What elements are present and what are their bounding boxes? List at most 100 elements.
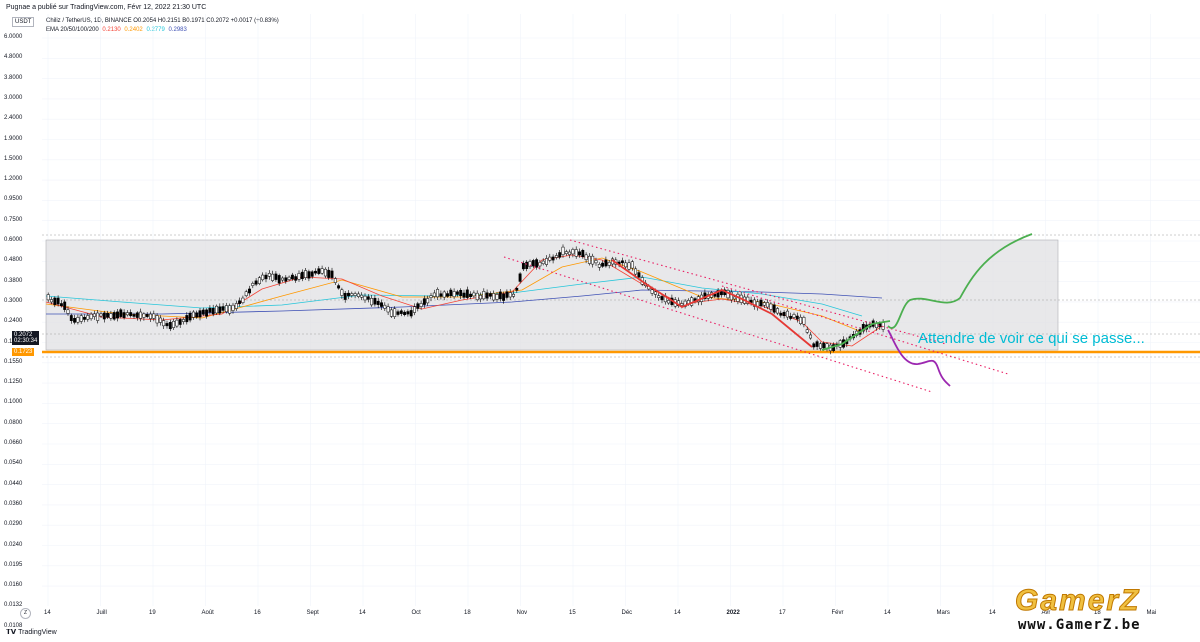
symbol-line: Chiliz / TetherUS, 1D, BINANCE O0.2054 H…	[46, 18, 279, 24]
candle-body	[861, 324, 865, 332]
candle-body	[83, 316, 86, 320]
candle-body	[366, 296, 370, 300]
candle-body	[86, 315, 90, 320]
candle-body	[620, 260, 624, 264]
candle-body	[564, 251, 568, 254]
candle-body	[419, 303, 423, 307]
price-label: 0.0360	[4, 500, 23, 507]
zoom-button[interactable]: Z	[20, 608, 31, 619]
candle-body	[594, 260, 598, 264]
time-label: Août	[201, 610, 214, 616]
candle-body	[132, 314, 136, 317]
candle-body	[300, 271, 304, 280]
candle-body	[198, 310, 202, 318]
candle-body	[762, 302, 766, 306]
candle-body	[254, 280, 258, 285]
candle-body	[63, 301, 67, 310]
time-label: 18	[1094, 610, 1101, 616]
candle-body	[50, 299, 53, 303]
time-label: Mars	[936, 610, 950, 616]
candle-body	[122, 312, 126, 318]
candle-body	[545, 258, 548, 265]
candle-body	[607, 261, 611, 266]
current-price-tag: 0.2072 02:30:34	[12, 331, 40, 345]
tradingview-logo-icon: 𝗧𝗩	[6, 629, 19, 636]
price-label: 0.3800	[4, 277, 23, 284]
candle-body	[76, 317, 80, 323]
candle-body	[485, 292, 489, 299]
candle-body	[795, 315, 799, 320]
candle-body	[521, 262, 525, 270]
candle-body	[284, 277, 288, 282]
time-label: 17	[779, 610, 786, 616]
candle-body	[518, 273, 522, 282]
price-label: 0.0540	[4, 460, 23, 467]
candle-body	[317, 268, 321, 274]
ema-value-200: 0.2983	[168, 27, 187, 33]
candle-body	[172, 321, 176, 328]
candle-body	[178, 319, 182, 325]
gamerz-url: www.GamerZ.be	[1018, 617, 1141, 633]
candle-body	[439, 293, 443, 297]
candle-body	[238, 300, 242, 304]
candle-body	[142, 313, 146, 318]
candle-body	[558, 252, 562, 258]
price-label: 0.0195	[4, 561, 23, 568]
candle-body	[145, 314, 149, 317]
red-zigzag-path	[611, 259, 813, 348]
candle-body	[733, 296, 737, 300]
range-box	[45, 239, 1059, 351]
candle-body	[799, 316, 803, 324]
candle-body	[713, 293, 717, 297]
price-chart[interactable]	[42, 14, 1200, 606]
time-label: 14	[884, 610, 891, 616]
candle-body	[571, 249, 575, 255]
candle-body	[281, 277, 284, 281]
candle-body	[462, 292, 466, 298]
candle-body	[429, 295, 433, 298]
channel-top-line	[569, 239, 947, 345]
candle-body	[515, 287, 519, 291]
price-label: 0.0290	[4, 521, 23, 528]
candle-body	[554, 255, 558, 258]
candle-body	[380, 302, 383, 307]
candle-body	[353, 293, 357, 296]
price-label: 3.8000	[4, 74, 23, 81]
candle-body	[822, 342, 826, 349]
candle-body	[248, 288, 251, 294]
tradingview-brand: 𝗧𝗩 TradingView	[6, 628, 57, 636]
candle-body	[766, 302, 770, 308]
ema-value-20: 0.2130	[102, 27, 121, 33]
candle-body	[165, 323, 169, 327]
candle-body	[772, 304, 776, 313]
candle-body	[789, 315, 793, 319]
candle-body	[102, 312, 106, 320]
candle-body	[502, 293, 506, 301]
candle-body	[125, 312, 129, 316]
candle-body	[73, 318, 77, 323]
candle-body	[201, 309, 205, 315]
time-axis[interactable]: 14 Juill 19 Août 16 Sept 14 Oct 18 Nov 15 Déc 14 2022…	[42, 606, 1200, 622]
price-label: 1.9000	[4, 135, 23, 142]
candle-body	[482, 291, 486, 300]
candle-body	[337, 285, 341, 289]
candle-body	[307, 271, 311, 279]
candle-body	[446, 293, 449, 297]
candle-body	[528, 261, 532, 267]
candle-body	[399, 310, 403, 314]
candle-body	[409, 310, 413, 317]
candle-body	[779, 312, 783, 316]
bullish-projection-path	[887, 233, 1033, 329]
time-label: 14	[674, 610, 681, 616]
price-axis[interactable]: 6.0000 4.8000 3.8000 3.0000 2.4000 1.9000 1.50…	[0, 14, 42, 629]
candle-body	[211, 308, 215, 315]
candle-body	[267, 273, 271, 277]
bar-countdown: 02:30:34	[14, 338, 38, 344]
candle-body	[459, 289, 463, 297]
candle-body	[294, 276, 298, 281]
candle-body	[290, 274, 294, 280]
ema-label: EMA 20/50/100/200	[46, 27, 99, 33]
price-label: 0.0108	[4, 622, 23, 629]
candle-body	[175, 319, 179, 327]
annotation-text: Attendre de voir ce qui se passe...	[918, 330, 1145, 347]
